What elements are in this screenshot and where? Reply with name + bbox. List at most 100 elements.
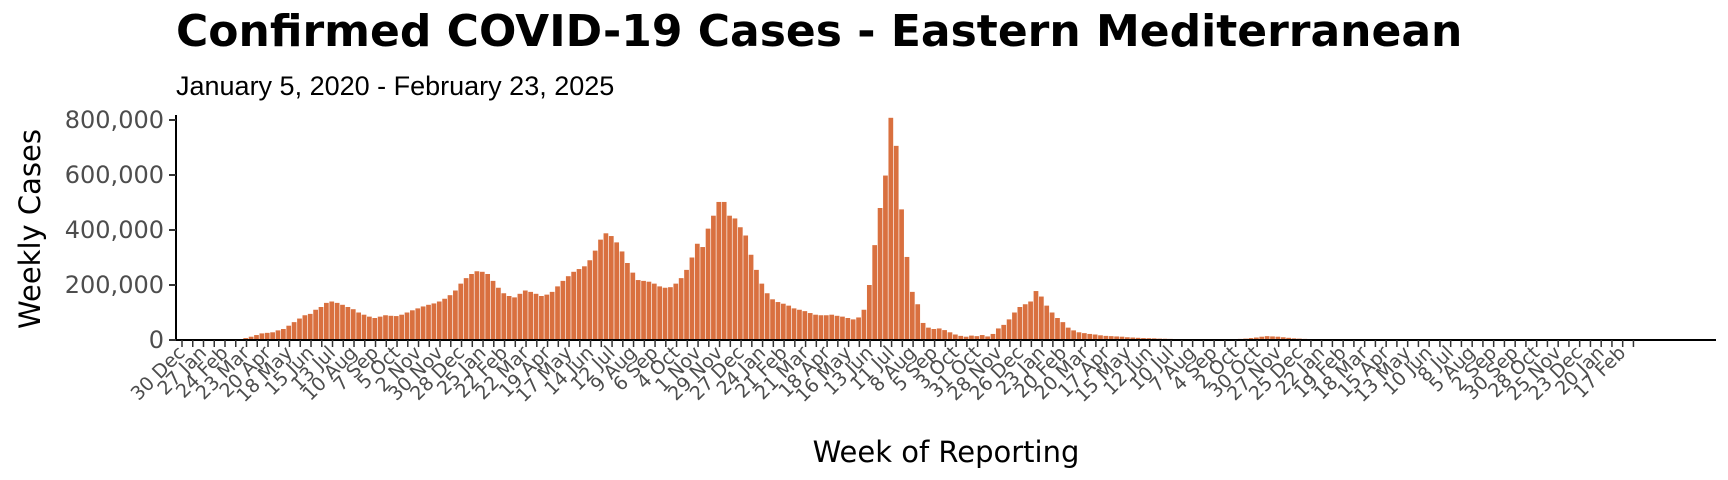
bar — [748, 254, 754, 340]
bar — [1124, 337, 1130, 340]
bar — [388, 315, 394, 340]
bar — [1049, 312, 1055, 340]
bar — [985, 336, 990, 340]
bar — [754, 269, 759, 341]
bar — [694, 243, 700, 340]
bar — [549, 291, 555, 341]
bar — [1275, 336, 1281, 340]
bar — [732, 218, 738, 340]
bar — [555, 286, 560, 341]
y-tick-label: 800,000 — [65, 106, 164, 134]
bar — [813, 314, 818, 340]
bar — [463, 278, 469, 341]
bar — [1076, 332, 1082, 340]
bar — [512, 297, 517, 341]
bar — [1108, 336, 1114, 340]
bar — [850, 319, 856, 341]
bar — [1092, 334, 1098, 340]
bar — [1286, 337, 1291, 340]
bar — [625, 263, 630, 340]
bar — [307, 313, 313, 341]
bar — [689, 257, 695, 340]
bar — [727, 215, 732, 340]
bar — [447, 295, 453, 340]
bar — [297, 318, 302, 340]
bar — [259, 333, 265, 340]
bar — [1028, 301, 1033, 340]
bar — [544, 294, 550, 341]
bar — [340, 304, 345, 340]
bar — [318, 307, 324, 340]
bar — [334, 302, 340, 341]
bar — [264, 332, 270, 340]
bar — [770, 299, 775, 340]
bar — [716, 201, 722, 340]
bar — [705, 228, 711, 341]
bar — [845, 318, 851, 340]
bar — [377, 316, 383, 341]
bar — [1017, 307, 1023, 340]
y-tick-label: 600,000 — [65, 161, 164, 189]
bar — [630, 272, 636, 341]
bar — [329, 301, 335, 340]
bar — [442, 298, 448, 340]
chart-subtitle: January 5, 2020 - February 23, 2025 — [176, 71, 615, 101]
bar — [603, 233, 609, 340]
bar — [802, 311, 808, 341]
bar — [506, 296, 512, 340]
y-tick-label: 200,000 — [65, 271, 164, 299]
bar — [646, 281, 652, 340]
bar — [711, 215, 716, 340]
bar — [469, 274, 474, 340]
bar — [598, 239, 603, 341]
bar — [791, 308, 797, 341]
bar — [539, 296, 544, 340]
bar — [582, 266, 587, 340]
bar — [936, 328, 942, 340]
bar — [324, 302, 329, 341]
bar — [619, 251, 625, 340]
bar — [270, 332, 275, 340]
bar — [926, 327, 931, 341]
bar — [453, 290, 458, 340]
bar — [684, 269, 689, 341]
bar — [565, 276, 571, 340]
bar — [764, 293, 770, 340]
bar — [501, 293, 507, 340]
y-tick-label: 0 — [149, 326, 164, 354]
bar — [496, 287, 501, 340]
bar — [1044, 305, 1050, 341]
bar — [383, 315, 388, 340]
bar — [458, 283, 464, 341]
bar — [662, 287, 668, 340]
bar — [969, 335, 974, 340]
bar — [995, 328, 1001, 340]
bar — [528, 291, 534, 341]
bar — [1135, 337, 1141, 340]
bar — [410, 310, 415, 340]
bar — [834, 315, 840, 340]
bar — [302, 315, 308, 340]
bar — [1006, 319, 1012, 341]
bar — [356, 312, 361, 340]
bar — [807, 313, 813, 340]
bar — [1098, 335, 1103, 340]
bar — [1119, 336, 1125, 340]
bar — [877, 208, 883, 340]
bar — [533, 293, 539, 340]
bar — [1055, 318, 1060, 340]
bar — [1022, 304, 1028, 340]
bar — [1264, 336, 1270, 340]
bar — [651, 283, 657, 341]
bar — [490, 280, 496, 341]
bar — [958, 335, 964, 341]
bar — [291, 322, 297, 341]
bar — [780, 303, 786, 340]
bar — [426, 304, 431, 340]
y-axis-label: Weekly Cases — [13, 129, 47, 329]
bar — [775, 302, 781, 340]
bar — [1038, 296, 1044, 340]
bar — [866, 285, 872, 340]
bar — [641, 280, 646, 341]
